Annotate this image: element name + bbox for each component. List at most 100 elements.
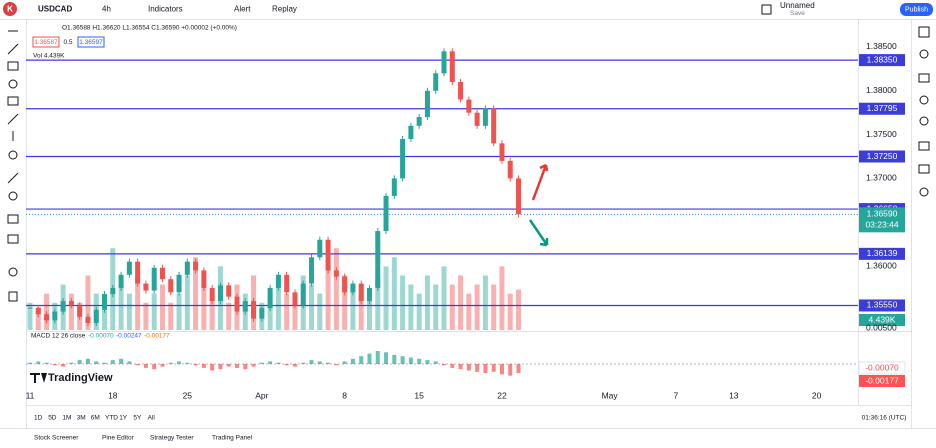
volume-bar [309,284,315,330]
volume-bar [458,275,464,330]
macd-bar [201,364,206,368]
volume-bar [143,302,149,330]
volume-bar [366,293,372,330]
range-button[interactable]: 1Y [119,415,128,422]
bottom-tab[interactable]: Trading Panel [212,435,253,442]
volume-bar [27,302,33,330]
bid-box[interactable] [32,36,60,48]
side-icon[interactable] [918,73,930,83]
side-icon[interactable] [919,49,929,59]
ask-box[interactable] [77,36,105,48]
alert-button[interactable]: Alert [234,5,251,14]
range-button[interactable]: All [148,415,156,422]
macd-bar [433,361,438,364]
level-label-box [859,247,905,260]
macd-bar [334,364,339,366]
countdown: 03:23:44 [865,220,898,230]
range-button[interactable]: 3M [77,415,86,422]
bottom-tab[interactable]: Pine Editor [102,435,135,442]
macd-bar [177,361,182,364]
range-button[interactable]: 1M [62,415,71,422]
candle [391,178,397,196]
level-label-box [859,299,905,312]
macd-bar [44,362,49,364]
candle [102,294,108,310]
tool-icon[interactable] [7,234,19,244]
tool-icon[interactable] [7,113,19,125]
avatar[interactable] [3,2,17,16]
volume-legend: Vol 4.439K [33,53,65,60]
up-arrow [531,163,549,201]
volume-bar [416,293,422,330]
layout-name[interactable]: Unnamed [780,1,815,10]
volume-bar [342,275,348,330]
volume-bar [184,275,190,330]
range-button[interactable]: 5Y [133,415,142,422]
volume-bar [375,275,381,330]
side-icon[interactable] [918,164,930,174]
tool-icon[interactable] [8,291,18,302]
replay-button[interactable]: Replay [272,5,297,14]
side-icon[interactable] [918,26,930,38]
publish-button[interactable] [900,3,933,16]
side-icon[interactable] [919,95,929,105]
candle [193,261,199,271]
bottom-tab[interactable]: Strategy Tester [150,435,194,442]
tool-icon[interactable] [8,150,18,160]
tool-icon[interactable] [7,43,19,55]
time-tick-label: 8 [342,390,347,400]
interval[interactable]: 4h [102,5,111,14]
layout-icon[interactable] [761,4,772,15]
volume-bar [400,275,406,330]
candle [400,138,406,179]
tool-icon[interactable] [7,214,19,224]
volume-bar [118,284,124,330]
side-icon[interactable] [919,187,929,197]
bottom-tab[interactable]: Stock Screener [34,435,79,442]
side-icon[interactable] [918,141,930,151]
range-button[interactable]: 1D [34,415,43,422]
indicators-button[interactable]: Indicators [148,5,183,14]
tool-icon[interactable] [7,96,19,106]
volume-bar [159,284,165,330]
symbol[interactable]: USDCAD [38,5,72,14]
level-label-box [859,54,905,67]
level-label-box [859,150,905,163]
macd-bar [442,364,446,366]
tool-icon[interactable] [7,61,19,71]
tool-icon[interactable] [8,267,18,277]
range-button[interactable]: 5D [48,415,57,422]
macd-bar [243,364,248,370]
candle [93,309,99,323]
macd-bar [110,360,115,364]
candle [499,143,505,161]
tool-icon[interactable] [8,79,18,89]
right-toolbar [918,26,930,197]
range-button[interactable]: YTD [105,415,118,422]
save-label[interactable]: Save [790,10,805,17]
candle [309,257,315,284]
macd-bar [367,353,372,364]
tool-icon[interactable] [7,172,19,184]
level-label: 1.38350 [867,54,898,64]
volume-bar [275,284,281,330]
candle [325,239,331,271]
volume-bar [449,284,455,330]
volume-bar [507,293,513,330]
spread: 0.5 [63,39,72,46]
tool-icon[interactable] [8,191,18,201]
macd-bar [119,358,124,364]
candle [300,283,306,306]
candle [449,51,455,83]
macd-bar [193,364,198,366]
candle [126,261,132,275]
volume-bar [499,266,505,330]
range-button[interactable]: 6M [91,415,100,422]
candle [234,296,240,312]
volume-label: 4.439K [869,314,896,324]
side-icon[interactable] [919,116,929,126]
volume-bar [358,284,364,330]
macd-bar [276,362,281,364]
candle [68,301,74,306]
